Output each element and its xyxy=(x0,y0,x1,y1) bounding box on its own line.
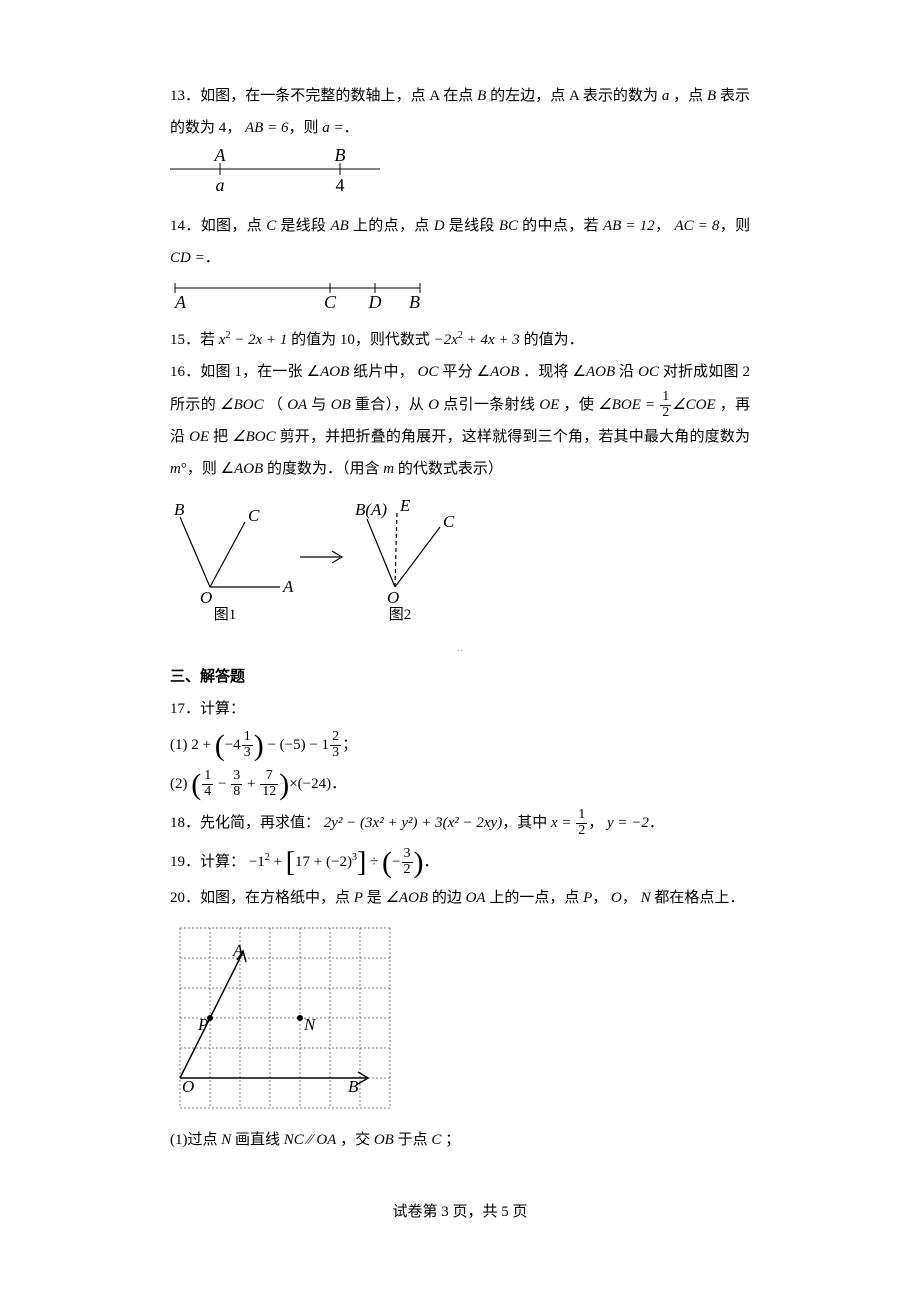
svg-text:C: C xyxy=(324,292,337,312)
svg-text:A: A xyxy=(282,577,294,596)
svg-text:O: O xyxy=(387,588,399,607)
svg-text:D: D xyxy=(368,292,382,312)
svg-text:O: O xyxy=(200,588,212,607)
q14-figure: A C D B xyxy=(170,278,750,318)
q13-figure: A B a 4 xyxy=(170,149,750,204)
svg-text:图1: 图1 xyxy=(214,606,237,623)
q20: 20．如图，在方格纸中，点 P 是 ∠AOB 的边 OA 上的一点，点 P， O… xyxy=(170,882,750,914)
svg-text:P: P xyxy=(197,1015,208,1034)
q15-num: 15． xyxy=(170,332,200,348)
q19-num: 19． xyxy=(170,854,200,870)
svg-text:O: O xyxy=(182,1077,194,1096)
svg-text:A: A xyxy=(232,941,244,960)
q20-num: 20． xyxy=(170,890,200,906)
q17-num: 17． xyxy=(170,701,200,717)
q18: 18．先化简，再求值： 2y² − (3x² + y²) + 3(x² − 2x… xyxy=(170,804,750,843)
q20-figure: A P N O B xyxy=(170,918,750,1118)
q14-num: 14． xyxy=(170,218,201,234)
q16-num: 16． xyxy=(170,364,200,380)
svg-text:4: 4 xyxy=(336,175,345,195)
svg-text:B(A): B(A) xyxy=(355,500,387,519)
q19: 19．计算： −12 + [17 + (−2)3] ÷ (−32)． xyxy=(170,843,750,882)
svg-text:E: E xyxy=(399,497,411,515)
q13: 13．如图，在一条不完整的数轴上，点 A 在点 B 的左边，点 A 表示的数为 … xyxy=(170,80,750,145)
svg-text:A: A xyxy=(174,292,187,312)
q17-part1: (1) 2 + (−413) − (−5) − 123； xyxy=(170,726,750,765)
svg-text:图2: 图2 xyxy=(389,606,412,623)
watermark: .. xyxy=(170,633,750,661)
svg-text:C: C xyxy=(443,512,455,531)
svg-text:B: B xyxy=(174,500,185,519)
q17: 17．计算： xyxy=(170,693,750,725)
q20-part1: (1)过点 N 画直线 NC ∕∕ OA ，交 OB 于点 C ； xyxy=(170,1124,750,1156)
page-footer: 试卷第 3 页，共 5 页 xyxy=(170,1196,750,1228)
q13-num: 13． xyxy=(170,88,200,104)
svg-text:N: N xyxy=(303,1015,317,1034)
q16-figure: B C A O 图1 B(A) E C O 图2 xyxy=(170,497,750,627)
q17-part2: (2) (14 − 38 + 712)×(−24)． xyxy=(170,765,750,804)
svg-text:B: B xyxy=(348,1077,359,1096)
svg-text:B: B xyxy=(409,292,420,312)
svg-text:a: a xyxy=(216,175,225,195)
q14: 14．如图，点 C 是线段 AB 上的点，点 D 是线段 BC 的中点，若 AB… xyxy=(170,210,750,275)
section-3-title: 三、解答题 xyxy=(170,661,750,693)
svg-text:C: C xyxy=(248,506,260,525)
q18-num: 18． xyxy=(170,815,200,831)
svg-text:B: B xyxy=(335,149,346,165)
q16: 16．如图 1，在一张 ∠AOB 纸片中， OC 平分 ∠AOB ．现将 ∠AO… xyxy=(170,356,750,485)
q15: 15．若 x2 − 2x + 1 的值为 10，则代数式 −2x2 + 4x +… xyxy=(170,324,750,356)
svg-text:A: A xyxy=(214,149,227,165)
